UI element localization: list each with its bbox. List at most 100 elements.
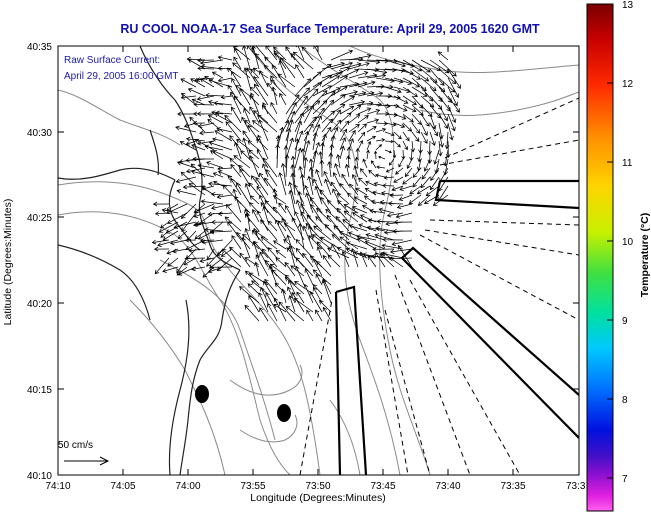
current-vector xyxy=(321,75,341,88)
current-vector xyxy=(429,86,443,103)
current-vector xyxy=(247,124,260,142)
current-vector xyxy=(177,111,196,117)
current-vector xyxy=(341,250,350,268)
current-vector xyxy=(294,147,302,169)
chart-title: RU COOL NOAA-17 Sea Surface Temperature:… xyxy=(120,22,540,36)
current-vector xyxy=(375,67,397,73)
current-vector xyxy=(321,87,341,97)
current-vector xyxy=(285,305,305,322)
current-vector xyxy=(330,181,341,196)
current-vectors xyxy=(151,46,461,322)
current-vector xyxy=(217,66,233,71)
current-vector xyxy=(199,78,215,88)
current-vector xyxy=(312,115,322,133)
current-vector xyxy=(327,247,350,259)
current-vector xyxy=(402,68,421,80)
current-vector xyxy=(247,140,260,151)
current-vector xyxy=(176,257,188,274)
current-vector xyxy=(316,207,332,223)
current-vector xyxy=(294,120,303,142)
current-vector xyxy=(305,222,323,241)
current-vector xyxy=(224,114,242,133)
current-vector xyxy=(330,67,351,79)
current-vector xyxy=(336,207,350,223)
current-vector xyxy=(322,278,332,295)
current-vector xyxy=(260,202,278,223)
current-vector xyxy=(265,46,278,61)
current-vector xyxy=(200,59,224,66)
current-vector xyxy=(278,301,296,322)
current-vector xyxy=(391,239,413,247)
current-vector xyxy=(283,239,296,250)
current-vector xyxy=(284,276,305,295)
current-vector xyxy=(366,101,383,107)
current-vector xyxy=(286,286,296,304)
current-vector xyxy=(259,251,269,268)
current-vector xyxy=(375,127,387,133)
current-vector xyxy=(239,286,260,304)
current-vector xyxy=(306,309,314,322)
x-tick-label: 73:50 xyxy=(305,481,330,492)
current-vector xyxy=(184,256,206,261)
colorbar-tick-label: 9 xyxy=(622,316,628,327)
current-vector xyxy=(189,116,206,133)
current-vector xyxy=(396,203,413,210)
current-vector xyxy=(268,265,278,286)
current-vector xyxy=(162,266,179,273)
current-vector xyxy=(375,226,395,232)
current-vector xyxy=(193,102,215,107)
current-vector xyxy=(261,104,278,124)
current-vector xyxy=(437,140,443,157)
current-vector xyxy=(366,91,384,97)
current-vector xyxy=(209,229,233,235)
current-vector xyxy=(208,141,233,151)
current-vector xyxy=(344,163,350,178)
lane-boundaries xyxy=(299,97,579,475)
current-vector xyxy=(194,138,215,151)
current-vector xyxy=(304,268,314,286)
current-vector xyxy=(285,46,296,61)
current-vector xyxy=(303,283,314,304)
current-vector xyxy=(312,269,332,286)
current-vector xyxy=(263,64,278,79)
current-vector xyxy=(195,77,215,83)
current-vector xyxy=(366,73,387,79)
current-vector xyxy=(376,93,393,99)
current-vector xyxy=(341,173,350,187)
current-vector xyxy=(366,68,388,75)
current-vector xyxy=(326,214,341,232)
current-vector xyxy=(411,122,421,134)
colorbar xyxy=(586,3,614,512)
current-vector xyxy=(389,192,404,198)
current-vector xyxy=(264,200,278,214)
current-vector xyxy=(330,119,342,133)
current-vector xyxy=(308,158,314,178)
current-vector xyxy=(357,80,376,88)
current-vector xyxy=(251,280,269,295)
y-tick-label: 40:15 xyxy=(27,385,52,396)
current-vector xyxy=(360,168,368,178)
current-vector xyxy=(330,49,354,61)
current-vector xyxy=(275,143,281,169)
current-vector xyxy=(375,144,382,151)
current-vector xyxy=(196,111,215,117)
scale-label: 50 cm/s xyxy=(58,440,93,451)
current-vector xyxy=(420,122,428,136)
current-vector xyxy=(384,149,392,154)
current-vector xyxy=(196,95,215,101)
current-vector xyxy=(387,201,404,206)
current-vector xyxy=(172,248,188,254)
current-vector xyxy=(190,169,215,178)
current-vector xyxy=(246,67,260,88)
current-vector xyxy=(288,295,296,313)
current-vector xyxy=(169,239,188,246)
current-vector xyxy=(249,92,260,115)
current-vector xyxy=(160,221,170,229)
current-vector xyxy=(217,211,233,217)
current-vector xyxy=(355,234,377,241)
current-vector xyxy=(395,212,413,219)
current-vector xyxy=(264,56,278,70)
current-vector xyxy=(271,86,278,106)
current-vector xyxy=(209,264,233,270)
current-vector xyxy=(284,261,296,277)
